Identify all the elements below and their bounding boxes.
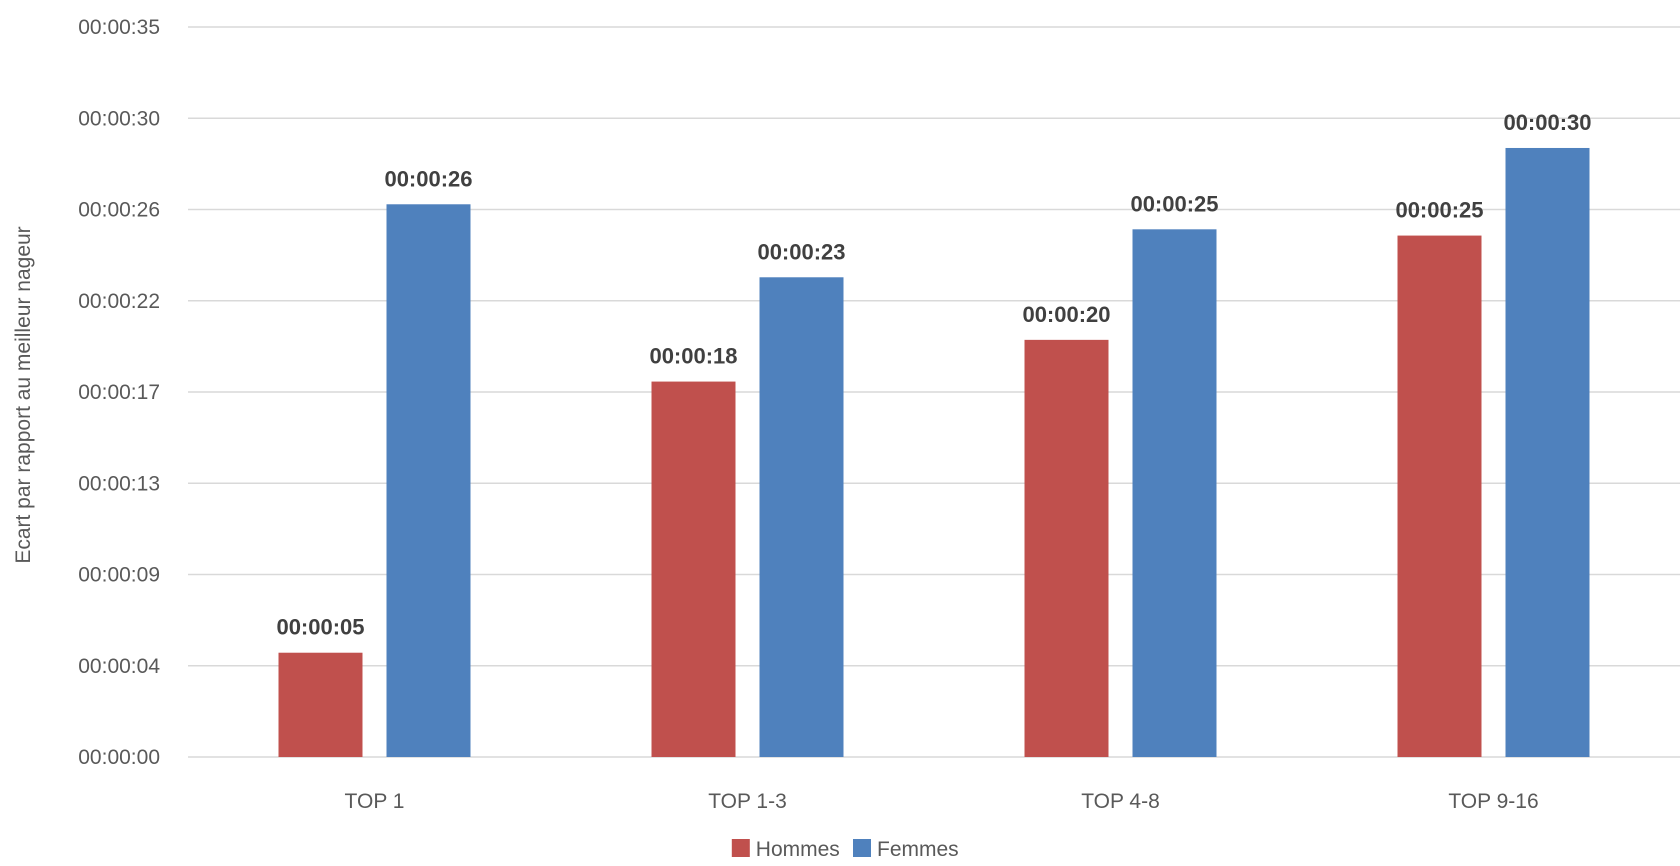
bar-femmes-1 — [386, 204, 471, 758]
bars — [278, 147, 1590, 758]
bar-hommes-1 — [278, 652, 363, 757]
x-axis-ticks: TOP 1 TOP 1-3 TOP 4-8 TOP 9-16 — [345, 790, 1539, 813]
data-label: 00:00:30 — [1503, 110, 1591, 135]
bar-femmes-4 — [1505, 147, 1590, 757]
data-label: 00:00:23 — [757, 239, 845, 264]
y-tick-label: 00:00:00 — [78, 746, 160, 769]
legend-swatch-hommes — [731, 839, 750, 857]
data-label: 00:00:25 — [1395, 198, 1483, 223]
data-labels: 00:00:05 00:00:26 00:00:18 00:00:23 00:00:20… — [276, 110, 1591, 640]
bar-hommes-4 — [1397, 235, 1482, 758]
x-tick-label: TOP 4-8 — [1081, 790, 1160, 813]
data-label: 00:00:18 — [649, 344, 737, 369]
y-tick-label: 00:00:17 — [78, 381, 160, 404]
y-tick-label: 00:00:26 — [78, 199, 160, 222]
x-tick-label: TOP 9-16 — [1448, 790, 1538, 813]
legend-label-hommes: Hommes — [756, 838, 840, 861]
y-tick-label: 00:00:09 — [78, 564, 160, 587]
data-label: 00:00:05 — [276, 615, 364, 640]
data-label: 00:00:25 — [1130, 191, 1218, 216]
x-tick-label: TOP 1 — [345, 790, 405, 813]
x-tick-label: TOP 1-3 — [708, 790, 787, 813]
y-tick-label: 00:00:04 — [78, 655, 160, 678]
bar-femmes-3 — [1132, 229, 1217, 758]
y-tick-label: 00:00:35 — [78, 16, 160, 39]
y-axis-ticks: 00:00:00 00:00:04 00:00:09 00:00:13 00:00:17… — [78, 16, 160, 769]
data-label: 00:00:26 — [384, 166, 472, 191]
y-tick-label: 00:00:13 — [78, 472, 160, 495]
legend-swatch-femmes — [853, 839, 871, 857]
legend: Hommes Femmes — [731, 838, 959, 861]
y-tick-label: 00:00:30 — [78, 107, 160, 130]
bar-hommes-3 — [1024, 339, 1109, 757]
legend-label-femmes: Femmes — [877, 838, 959, 861]
y-tick-label: 00:00:22 — [78, 290, 160, 313]
bar-hommes-2 — [651, 381, 736, 757]
data-label: 00:00:20 — [1022, 302, 1110, 327]
y-axis-title: Ecart par rapport au meilleur nageur — [12, 226, 35, 563]
bar-femmes-2 — [759, 277, 844, 757]
